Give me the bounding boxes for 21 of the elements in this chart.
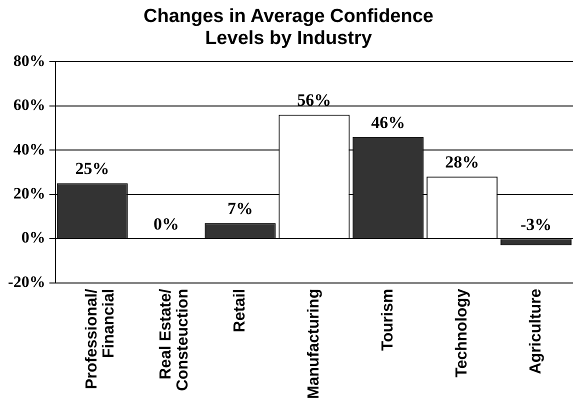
y-tick-label: 60% xyxy=(13,97,46,114)
y-tick-label: 20% xyxy=(13,185,46,202)
y-tick-label: 40% xyxy=(13,141,46,158)
x-tick-label: Technology xyxy=(453,288,470,378)
y-tick-label: 80% xyxy=(13,52,46,70)
data-label: 28% xyxy=(445,152,480,172)
x-tick-label: Professional/ Financial xyxy=(84,288,118,390)
y-tick-label: -20% xyxy=(8,274,46,291)
chart-title: Changes in Average Confidence Levels by Industry xyxy=(144,6,434,50)
x-tick-label: Agriculture xyxy=(527,288,544,374)
x-tick-label: Tourism xyxy=(380,288,397,351)
x-tick-label: Retail xyxy=(232,288,249,332)
data-label: 0% xyxy=(154,214,180,234)
data-label: 25% xyxy=(75,159,110,178)
y-tick-label: 0% xyxy=(21,230,46,247)
x-tick-label: Manufacturing xyxy=(306,288,323,399)
data-label: 56% xyxy=(297,90,332,110)
data-label: 7% xyxy=(227,198,253,218)
data-label: -3% xyxy=(520,214,552,234)
data-label: 46% xyxy=(371,112,406,132)
x-tick-label: Real Estate/ Consteuction xyxy=(158,288,192,391)
